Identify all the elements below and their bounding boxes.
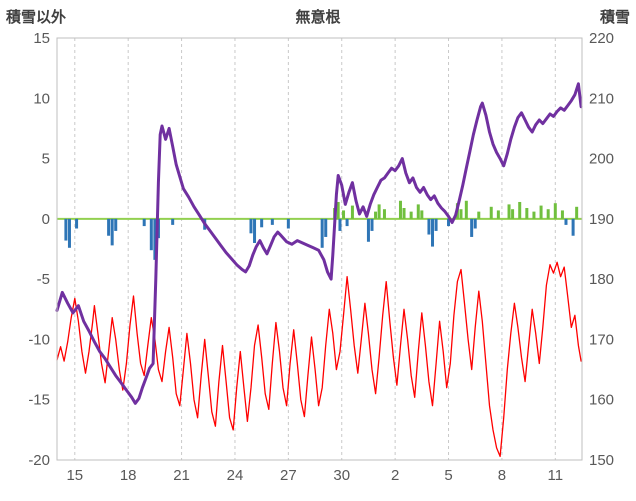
bar	[518, 201, 522, 219]
bar	[345, 218, 349, 227]
bar	[489, 206, 493, 219]
x-tick-label: 30	[333, 467, 350, 484]
bar	[153, 218, 157, 260]
x-tick-label: 8	[498, 467, 506, 484]
chart-title: 無意根	[295, 9, 341, 26]
left-tick-label: -5	[37, 271, 50, 288]
right-tick-label: 170	[589, 331, 614, 348]
x-tick-label: 2	[391, 467, 399, 484]
left-tick-label: 5	[42, 151, 50, 168]
bar	[171, 218, 175, 225]
bar	[532, 211, 536, 219]
bar	[342, 210, 346, 219]
bar	[511, 209, 515, 219]
right-tick-labels: 220 210 200 190 180 170 160 150	[589, 30, 614, 469]
bar	[409, 211, 413, 219]
bar	[575, 206, 579, 219]
bar	[374, 211, 378, 219]
bar	[270, 218, 274, 225]
bar	[525, 208, 529, 219]
bar	[324, 218, 328, 237]
bar	[350, 205, 354, 219]
line-積雪	[55, 82, 583, 405]
bar	[336, 201, 340, 219]
left-tick-label: 10	[33, 90, 50, 107]
bar	[64, 218, 68, 241]
bar	[402, 208, 406, 219]
bar	[427, 218, 431, 235]
bar	[496, 210, 500, 219]
bar	[560, 210, 564, 219]
x-tick-label: 21	[173, 467, 190, 484]
bar	[253, 218, 257, 243]
right-tick-label: 190	[589, 211, 614, 228]
bar	[67, 218, 71, 248]
series-red-line	[56, 261, 582, 458]
left-tick-label: 0	[42, 211, 50, 228]
right-tick-label: 210	[589, 90, 614, 107]
bar	[477, 211, 481, 219]
bar	[149, 218, 153, 251]
x-tick-label: 15	[66, 467, 83, 484]
x-tick-label: 27	[280, 467, 297, 484]
left-tick-label: -20	[28, 452, 50, 469]
left-tick-label: 15	[33, 30, 50, 47]
bar	[434, 218, 438, 231]
bar	[286, 218, 290, 229]
x-tick-label: 11	[548, 467, 564, 484]
x-tick-label: 24	[227, 467, 244, 484]
left-tick-labels: 15 10 5 0 -5 -10 -15 -20	[28, 30, 50, 469]
bar	[564, 218, 568, 225]
bar	[338, 218, 342, 231]
bar	[553, 203, 557, 219]
bar	[114, 218, 118, 231]
bar	[416, 204, 420, 219]
bar	[473, 218, 477, 229]
bar	[431, 218, 435, 247]
bar	[382, 209, 386, 219]
x-tick-label: 18	[120, 467, 137, 484]
bar	[260, 218, 264, 228]
bar	[110, 218, 114, 246]
bar	[420, 210, 424, 219]
left-tick-label: -10	[28, 331, 50, 348]
bar	[507, 204, 511, 219]
bar	[447, 218, 451, 227]
bar	[546, 209, 550, 219]
line-red-line	[56, 261, 582, 458]
bar	[398, 200, 402, 219]
bar	[75, 218, 79, 229]
x-tick-labels: 15 18 21 24 27 30 2 5 8 11	[66, 467, 563, 484]
bar	[370, 218, 374, 231]
bar	[571, 218, 575, 236]
right-tick-label: 160	[589, 392, 614, 409]
bar	[320, 218, 324, 248]
series-積雪	[55, 82, 583, 405]
bar	[142, 218, 146, 227]
bar	[366, 218, 370, 242]
x-tick-label: 5	[444, 467, 452, 484]
right-tick-label: 150	[589, 452, 614, 469]
bar	[377, 204, 381, 219]
bar	[539, 205, 543, 219]
right-axis-title: 積雪	[599, 9, 630, 26]
right-tick-label: 220	[589, 30, 614, 47]
series-green-bars	[333, 200, 579, 219]
bar	[464, 200, 468, 219]
right-tick-label: 180	[589, 271, 614, 288]
bar	[470, 218, 474, 237]
gridlines	[74, 38, 556, 460]
left-axis-title: 積雪以外	[6, 9, 67, 26]
left-tick-label: -15	[28, 392, 50, 409]
bar	[107, 218, 111, 236]
bar	[249, 218, 253, 234]
right-tick-label: 200	[589, 151, 614, 168]
bar	[459, 209, 463, 219]
plot-border	[56, 37, 583, 461]
